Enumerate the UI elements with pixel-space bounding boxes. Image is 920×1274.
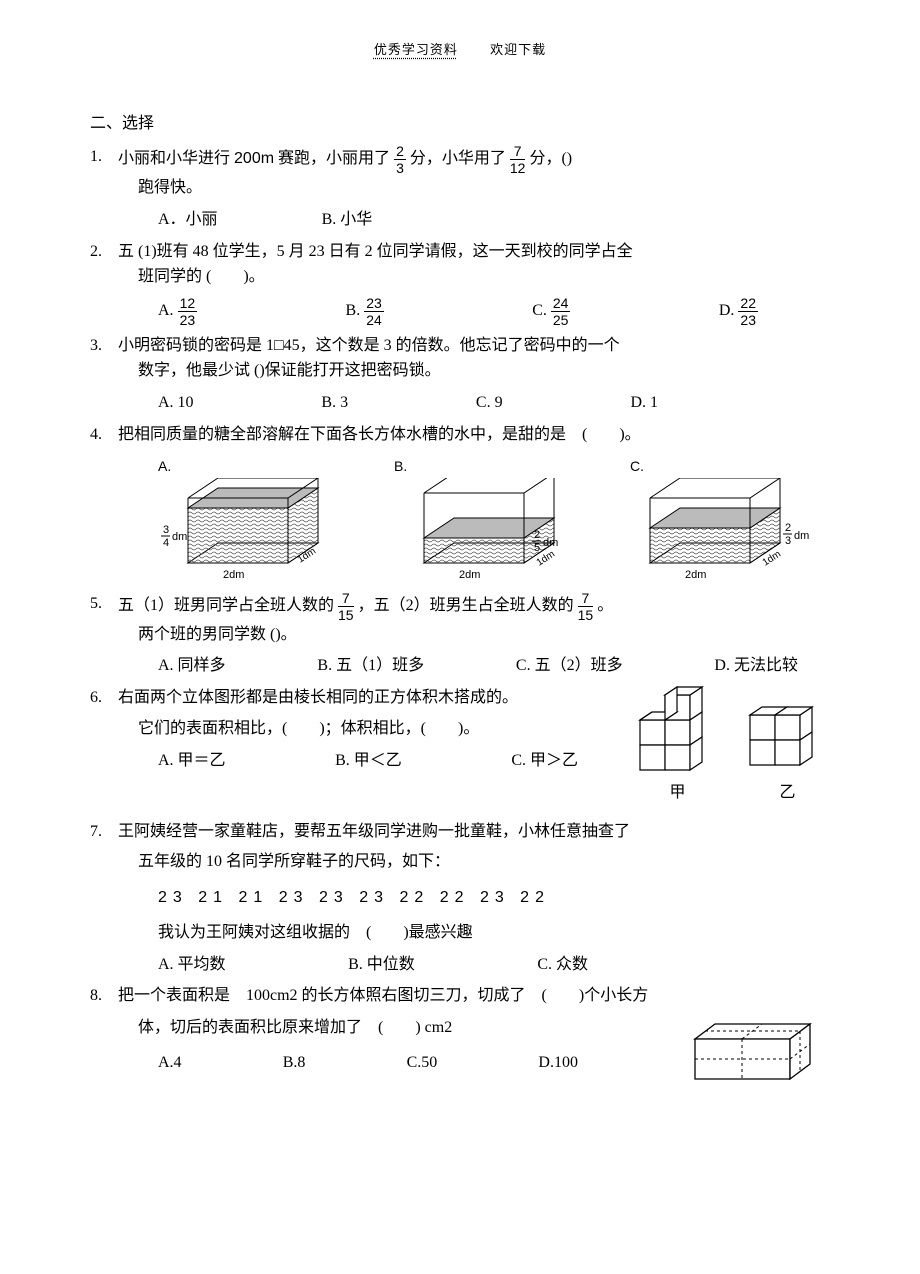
- q2-text: 五 (1)班有 48 位学生，5 月 23 日有 2 位同学请假，这一天到校的同…: [118, 243, 633, 260]
- q1-opt-a: A．小丽: [158, 207, 218, 233]
- q3-line2: 数字，他最少试 ()保证能打开这把密码锁。: [138, 358, 830, 384]
- q7-shoes: 23 21 21 23 23 23 22 22 23 22: [158, 885, 830, 911]
- q5-text-a: 五（1）班男同学占全班人数的: [118, 597, 334, 614]
- q3-opt-b: B. 3: [321, 390, 348, 416]
- svg-text:2: 2: [785, 522, 791, 534]
- q6-opt-c: C. 甲＞乙: [511, 748, 578, 774]
- q7-text: 王阿姨经营一家童鞋店，要帮五年级同学进购一批童鞋，小林任意抽查了: [118, 823, 630, 840]
- q3-opt-d: D. 1: [630, 390, 658, 416]
- q1-text-b: 赛跑，小丽用了: [278, 151, 390, 168]
- question-8: 8. 把一个表面积是 100cm2 的长方体照右图切三刀，切成了 ( )个小长方…: [118, 983, 830, 1094]
- q5-opt-a: A. 同样多: [158, 653, 226, 679]
- tank-a-icon: 3 4 dm 2dm 1dm: [158, 478, 328, 583]
- svg-text:2: 2: [534, 529, 540, 541]
- tank-b-icon: 2 5 dm 2dm 1dm: [394, 478, 564, 583]
- q8-opt-d: D.100: [538, 1050, 578, 1076]
- q5-text-b: ，五（2）班男生占全班人数的: [358, 597, 574, 614]
- header-left: 优秀学习资料: [374, 42, 458, 57]
- q4-opt-b: B. 2 5: [394, 455, 564, 582]
- q1-run: 200m: [234, 151, 274, 168]
- q5-frac1: 715: [338, 591, 354, 622]
- question-2: 2. 五 (1)班有 48 位学生，5 月 23 日有 2 位同学请假，这一天到…: [118, 239, 830, 327]
- q1-text-c: 分，小华用了: [410, 151, 506, 168]
- q8-opt-c: C.50: [407, 1050, 438, 1076]
- q5-text-c: 。: [597, 597, 613, 614]
- question-7: 7. 王阿姨经营一家童鞋店，要帮五年级同学进购一批童鞋，小林任意抽查了 五年级的…: [118, 819, 830, 977]
- cube-yi: 乙: [745, 685, 830, 806]
- q2-opt-c: C. 2425: [532, 296, 570, 327]
- svg-text:dm: dm: [794, 530, 809, 542]
- svg-text:2dm: 2dm: [459, 569, 480, 581]
- tank-c-icon: 2 3 dm 2dm 1dm: [630, 478, 810, 583]
- q7-line3: 我认为王阿姨对这组收据的 ( )最感兴趣: [158, 920, 830, 946]
- q5-number: 5.: [90, 591, 102, 617]
- q5-line2: 两个班的男同学数 ()。: [138, 622, 830, 648]
- svg-text:3: 3: [785, 535, 791, 547]
- q1-opt-b: B. 小华: [322, 207, 373, 233]
- cube-yi-icon: [745, 685, 830, 780]
- q2-opt-d: D. 2223: [719, 296, 758, 327]
- q3-text: 小明密码锁的密码是 1□45，这个数是 3 的倍数。他忘记了密码中的一个: [118, 337, 620, 354]
- q1-text-d: 分，(): [529, 151, 572, 168]
- q8-opt-b: B.8: [283, 1050, 306, 1076]
- q6-opt-b: B. 甲＜乙: [335, 748, 402, 774]
- cube-jia-icon: [630, 685, 725, 780]
- question-6: 6. 右面两个立体图形都是由棱长相同的正方体积木搭成的。 它们的表面积相比，( …: [118, 685, 830, 806]
- q3-number: 3.: [90, 333, 102, 359]
- q1-frac2: 712: [510, 144, 526, 175]
- q3-opt-a: A. 10: [158, 390, 194, 416]
- q4-opt-a: A. 3: [158, 455, 328, 582]
- svg-text:dm: dm: [543, 537, 558, 549]
- q1-text-a: 小丽和小华进行: [118, 151, 230, 168]
- q8-number: 8.: [90, 983, 102, 1009]
- cube-jia: 甲: [630, 685, 725, 806]
- cube-yi-label: 乙: [745, 780, 830, 806]
- question-1: 1. 小丽和小华进行 200m 赛跑，小丽用了 23 分，小华用了 712 分，…: [118, 144, 830, 232]
- q1-line2: 跑得快。: [138, 175, 830, 201]
- q4-text: 把相同质量的糖全部溶解在下面各长方体水槽的水中，是甜的是 ( )。: [118, 426, 641, 443]
- q1-frac1: 23: [394, 144, 406, 175]
- question-4: 4. 把相同质量的糖全部溶解在下面各长方体水槽的水中，是甜的是 ( )。 A.: [118, 422, 830, 583]
- svg-text:5: 5: [534, 542, 540, 554]
- q7-opt-b: B. 中位数: [348, 952, 415, 978]
- q8-opt-a: A.4: [158, 1050, 182, 1076]
- q1-number: 1.: [90, 144, 102, 170]
- q6-opt-a: A. 甲＝乙: [158, 748, 226, 774]
- q6-number: 6.: [90, 685, 102, 711]
- question-3: 3. 小明密码锁的密码是 1□45，这个数是 3 的倍数。他忘记了密码中的一个 …: [118, 333, 830, 416]
- q8-text: 把一个表面积是 100cm2 的长方体照右图切三刀，切成了 ( )个小长方: [118, 987, 648, 1004]
- svg-text:3: 3: [163, 524, 169, 536]
- svg-text:4: 4: [163, 537, 169, 549]
- svg-text:dm: dm: [172, 531, 187, 543]
- q6-text: 右面两个立体图形都是由棱长相同的正方体积木搭成的。: [118, 689, 518, 706]
- q3-opt-c: C. 9: [476, 390, 503, 416]
- q2-line2: 班同学的 ( )。: [138, 264, 830, 290]
- q5-frac2: 715: [578, 591, 594, 622]
- q2-opt-a: A. 1223: [158, 296, 197, 327]
- svg-text:2dm: 2dm: [223, 569, 244, 581]
- q7-line2: 五年级的 10 名同学所穿鞋子的尺码，如下：: [138, 849, 830, 875]
- question-5: 5. 五（1）班男同学占全班人数的 715 ，五（2）班男生占全班人数的 715…: [118, 591, 830, 679]
- svg-text:2dm: 2dm: [685, 569, 706, 581]
- q7-opt-a: A. 平均数: [158, 952, 226, 978]
- cube-jia-label: 甲: [630, 780, 725, 806]
- q5-opt-b: B. 五（1）班多: [317, 653, 424, 679]
- cuboid-cut-icon: [690, 1019, 830, 1094]
- section-title: 二、选择: [90, 111, 830, 137]
- q4-number: 4.: [90, 422, 102, 448]
- page-header: 优秀学习资料 欢迎下载: [90, 40, 830, 61]
- q7-number: 7.: [90, 819, 102, 845]
- header-right: 欢迎下载: [490, 42, 546, 57]
- q2-number: 2.: [90, 239, 102, 265]
- q5-opt-d: D. 无法比较: [714, 653, 798, 679]
- q6-line2: 它们的表面积相比，( )；体积相比，( )。: [138, 716, 620, 742]
- q7-opt-c: C. 众数: [537, 952, 588, 978]
- q8-line2: 体，切后的表面积比原来增加了 ( ) cm2: [138, 1015, 680, 1041]
- q4-opt-c: C. 2 3: [630, 455, 810, 582]
- q2-opt-b: B. 2324: [346, 296, 384, 327]
- q5-opt-c: C. 五（2）班多: [516, 653, 623, 679]
